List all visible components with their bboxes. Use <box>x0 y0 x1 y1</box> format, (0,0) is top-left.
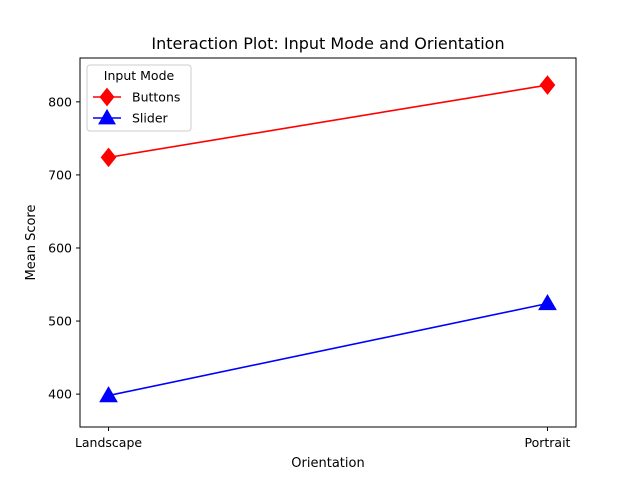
y-axis-label: Mean Score <box>24 205 39 281</box>
series-line-buttons <box>108 84 548 159</box>
series-buttons <box>100 75 556 168</box>
data-point-buttons <box>100 147 117 168</box>
legend-label-buttons: Buttons <box>132 90 180 105</box>
legend-label-slider: Slider <box>132 111 169 126</box>
y-tick-label: 800 <box>48 94 72 109</box>
series-slider <box>99 294 557 403</box>
legend-marker-buttons <box>99 87 115 107</box>
axes: 400 500 600 700 800 Landscape Portrait <box>48 94 570 450</box>
series-group <box>99 75 557 403</box>
data-point-buttons <box>539 75 556 95</box>
x-tick-label: Landscape <box>75 435 142 450</box>
x-tick-label: Portrait <box>524 435 570 450</box>
legend-title: Input Mode <box>104 68 175 83</box>
y-tick-label: 400 <box>48 387 72 402</box>
chart-title: Interaction Plot: Input Mode and Orienta… <box>151 34 504 53</box>
legend-marker-slider <box>98 108 116 125</box>
plot-frame <box>79 57 577 428</box>
series-line-slider <box>108 302 548 397</box>
legend-entries: Buttons Slider <box>93 87 180 126</box>
legend-box <box>86 64 192 132</box>
legend: Input Mode Buttons Slider <box>86 64 192 132</box>
legend-entry-slider: Slider <box>93 108 169 126</box>
y-tick-label: 500 <box>48 314 72 329</box>
data-point-slider <box>538 294 557 311</box>
y-tick-label: 700 <box>48 167 72 182</box>
x-axis-label: Orientation <box>291 456 364 471</box>
legend-entry-buttons: Buttons <box>93 87 180 107</box>
data-point-slider <box>99 386 118 403</box>
y-tick-label: 600 <box>48 240 72 255</box>
